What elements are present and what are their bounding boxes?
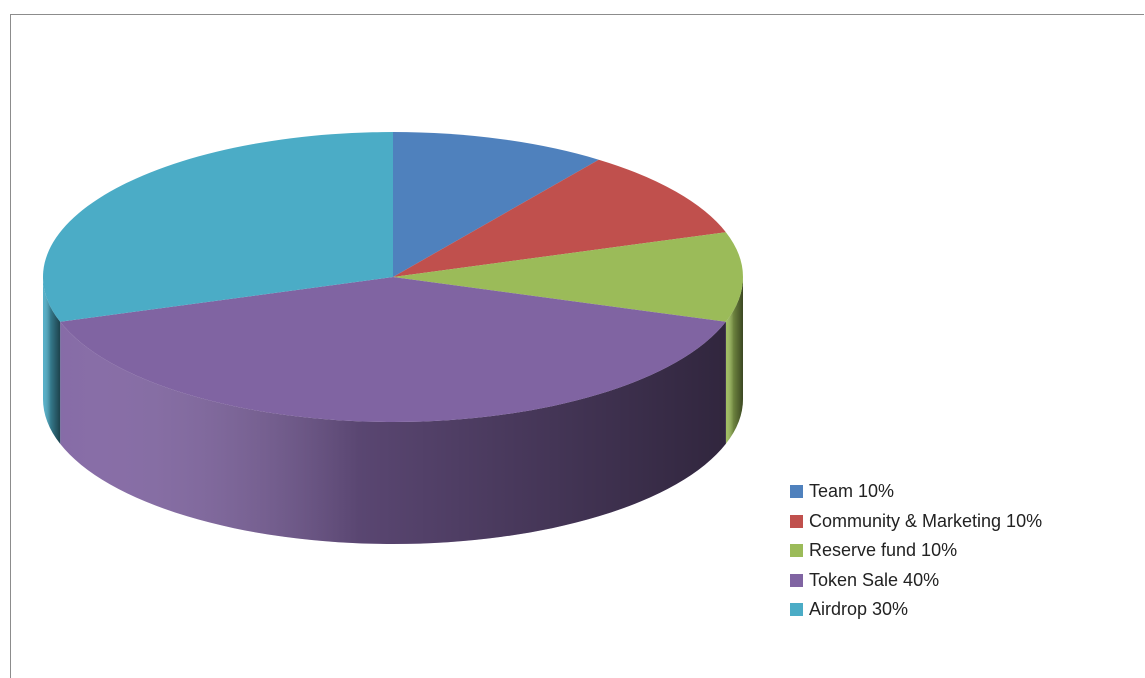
pie-slice-reserve-fund-10 bbox=[393, 232, 744, 322]
pie-side-shade-airdrop-30 bbox=[42, 277, 61, 444]
legend-item-token-sale-40: Token Sale 40% bbox=[790, 566, 1042, 596]
pie-slice-community-and-marketing-10 bbox=[393, 159, 726, 277]
legend-item-reserve-fund-10: Reserve fund 10% bbox=[790, 536, 1042, 566]
pie-slice-airdrop-30 bbox=[42, 132, 393, 322]
legend-item-airdrop-30: Airdrop 30% bbox=[790, 595, 1042, 625]
legend-swatch bbox=[790, 603, 803, 617]
legend-label: Team 10% bbox=[809, 481, 895, 502]
pie-slice-token-sale-40 bbox=[60, 277, 726, 423]
legend-label: Reserve fund 10% bbox=[809, 540, 958, 561]
legend-swatch bbox=[790, 544, 803, 558]
legend-item-community-and-marketing-10: Community & Marketing 10% bbox=[790, 507, 1042, 537]
legend-item-team-10: Team 10% bbox=[790, 477, 1042, 507]
legend-swatch bbox=[790, 514, 803, 528]
legend-swatch bbox=[790, 573, 803, 587]
pie-side-shade-reserve-fund-10 bbox=[725, 277, 743, 444]
pie-side-shade-token-sale-40 bbox=[60, 321, 726, 545]
legend-label: Community & Marketing 10% bbox=[809, 510, 1043, 531]
legend-label: Token Sale 40% bbox=[809, 569, 940, 590]
pie-slice-team-10 bbox=[393, 132, 599, 277]
legend-label: Airdrop 30% bbox=[809, 599, 909, 620]
legend: Team 10% Community & Marketing 10% Reserve… bbox=[790, 477, 1042, 625]
legend-swatch bbox=[790, 485, 803, 499]
